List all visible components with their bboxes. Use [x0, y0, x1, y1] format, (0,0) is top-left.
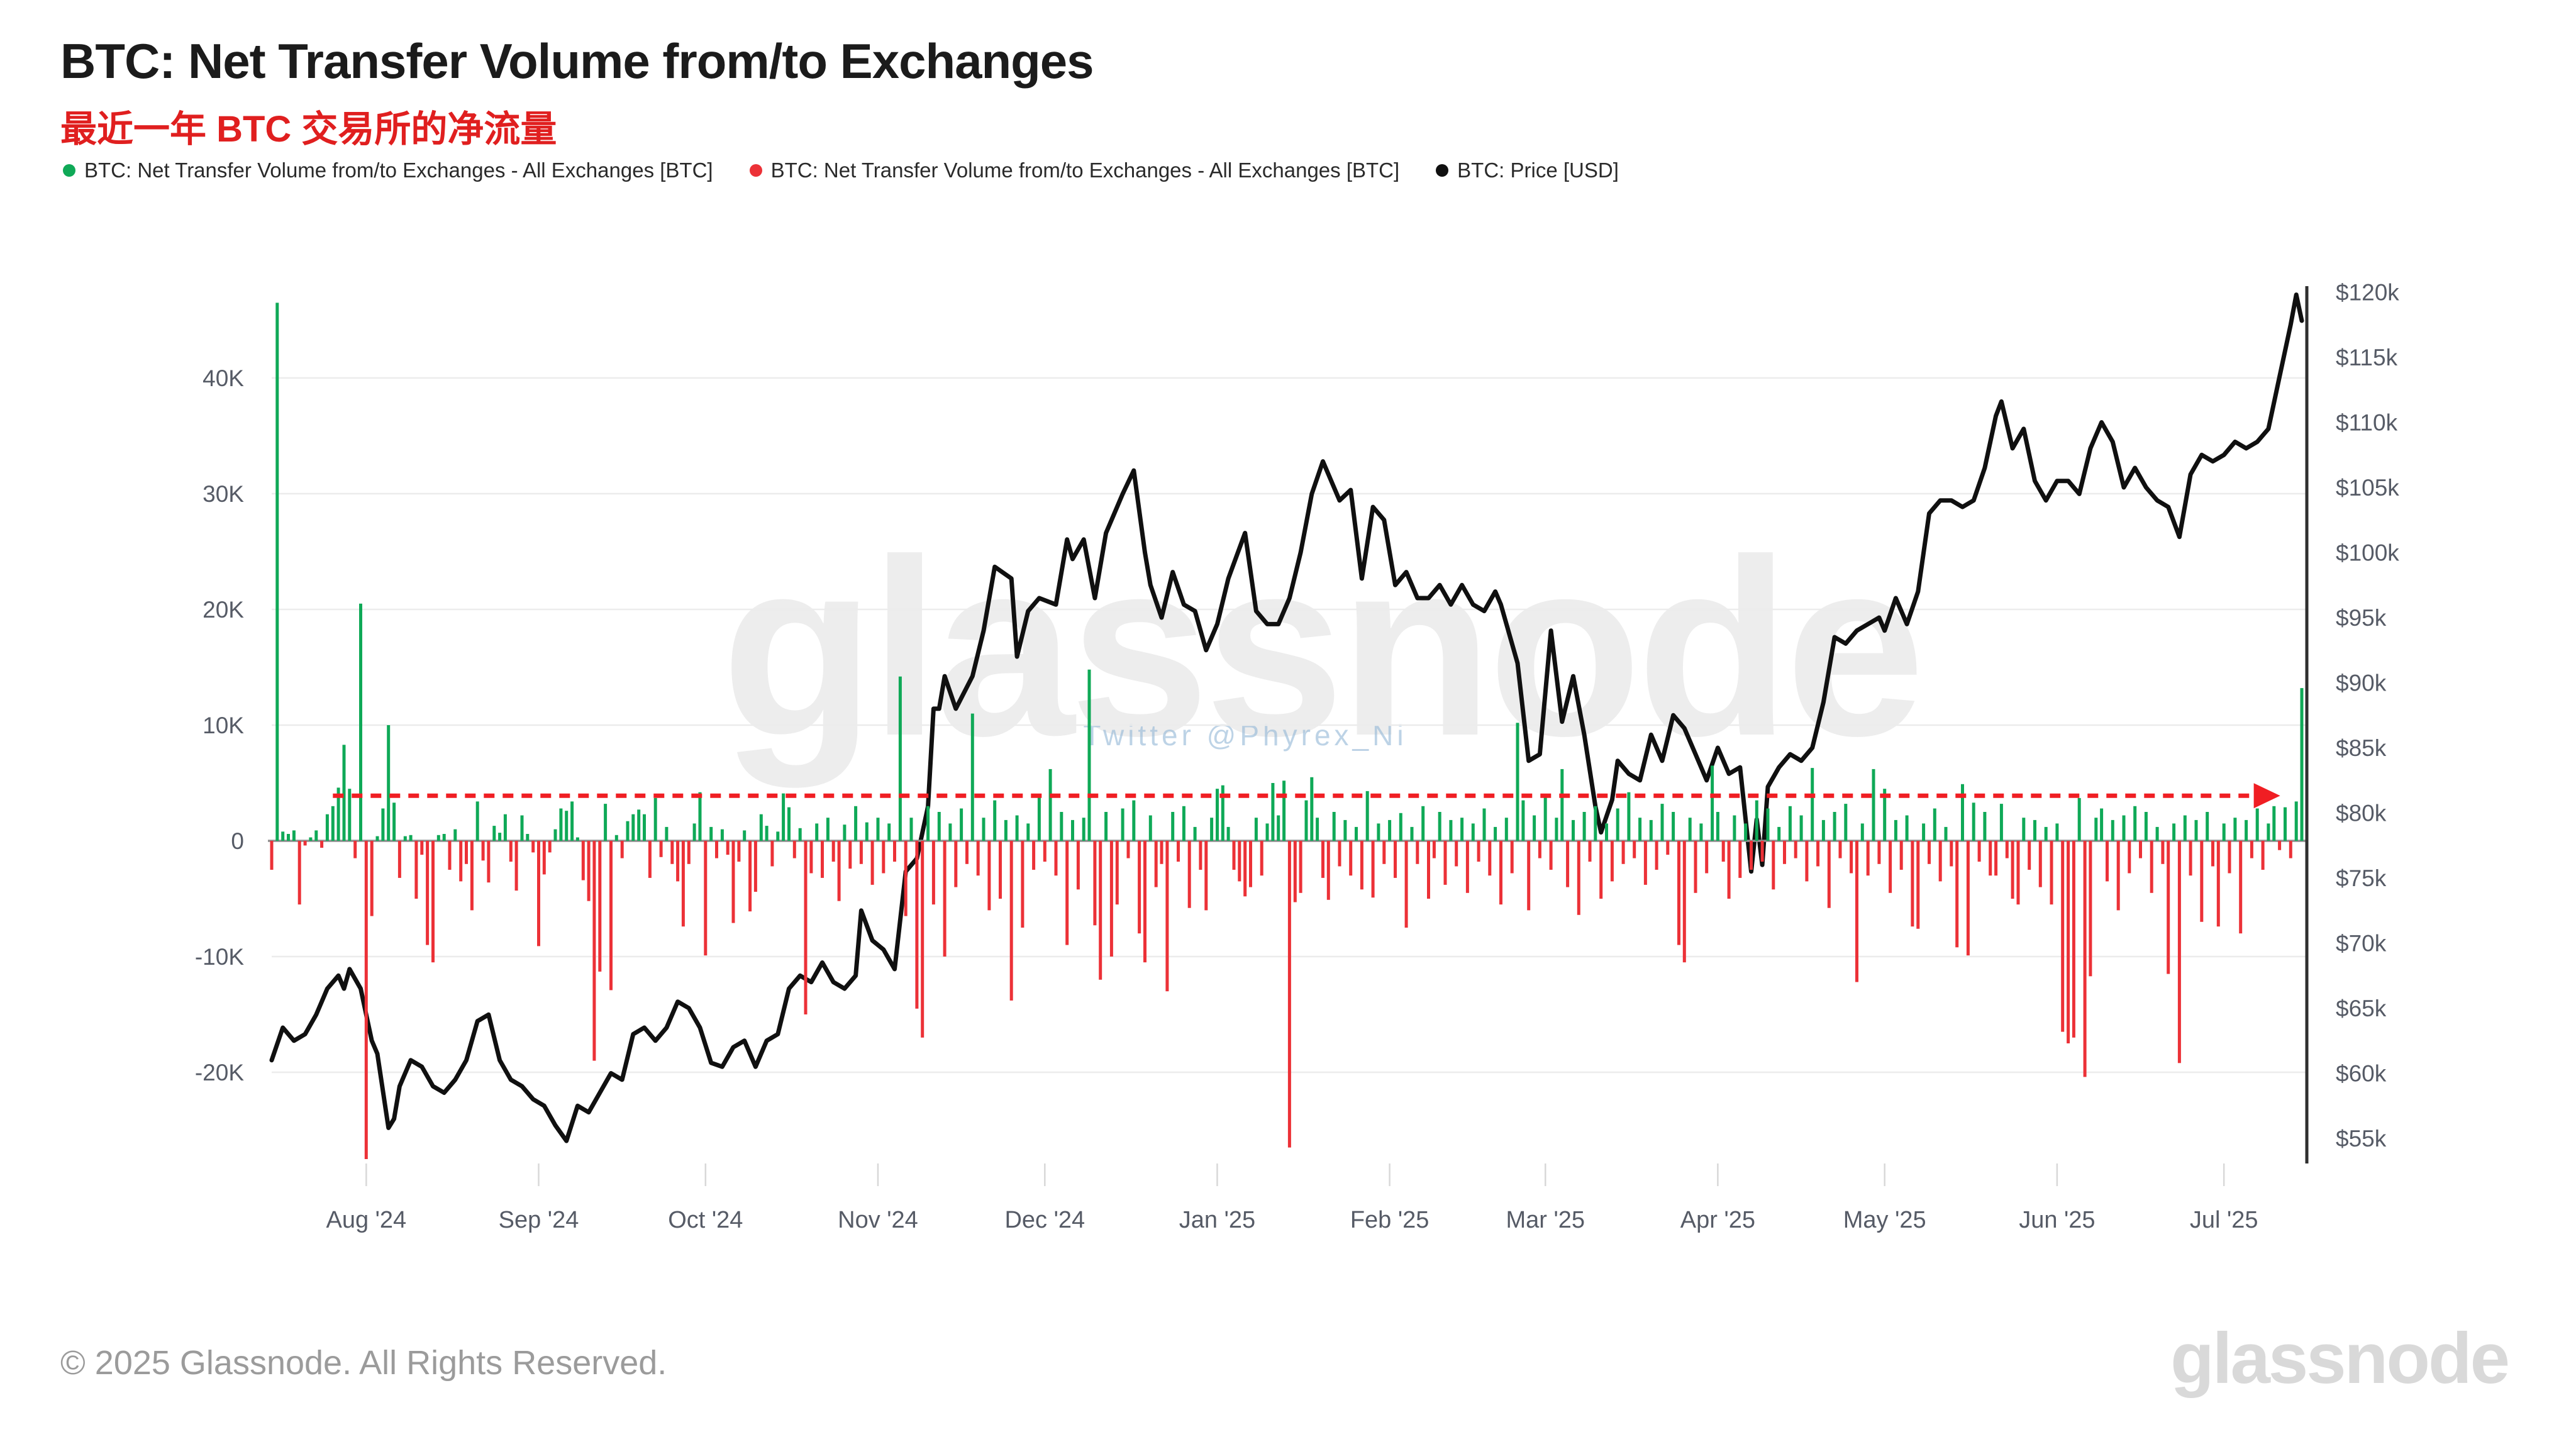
- svg-text:40K: 40K: [203, 365, 244, 391]
- glassnode-logo: glassnode: [2170, 1319, 2510, 1399]
- svg-text:Jul '25: Jul '25: [2190, 1207, 2258, 1233]
- svg-text:Nov '24: Nov '24: [838, 1207, 918, 1233]
- chart-legend: BTC: Net Transfer Volume from/to Exchang…: [63, 158, 1619, 182]
- svg-text:20K: 20K: [203, 597, 244, 623]
- svg-text:0: 0: [231, 828, 244, 854]
- svg-text:$75k: $75k: [2336, 865, 2387, 891]
- svg-text:$115k: $115k: [2336, 345, 2398, 370]
- svg-text:$80k: $80k: [2336, 801, 2387, 826]
- legend-dot-black-icon: [1436, 164, 1449, 177]
- svg-text:Feb '25: Feb '25: [1350, 1207, 1430, 1233]
- svg-text:$70k: $70k: [2336, 931, 2387, 957]
- twitter-watermark: Twitter @Phyrex_Ni: [1083, 719, 1407, 752]
- svg-text:Jan '25: Jan '25: [1179, 1207, 1255, 1233]
- svg-text:-10K: -10K: [195, 944, 244, 970]
- btc-price-line: [269, 292, 2304, 1143]
- glassnode-watermark: glassnode: [721, 507, 1925, 788]
- legend-item-netflow-negative: BTC: Net Transfer Volume from/to Exchang…: [749, 158, 1400, 182]
- svg-text:-20K: -20K: [195, 1060, 244, 1085]
- svg-text:May '25: May '25: [1843, 1207, 1926, 1233]
- svg-text:Apr '25: Apr '25: [1680, 1207, 1755, 1233]
- svg-text:30K: 30K: [203, 481, 244, 507]
- page-title: BTC: Net Transfer Volume from/to Exchang…: [60, 33, 1094, 89]
- legend-label: BTC: Net Transfer Volume from/to Exchang…: [770, 158, 1400, 182]
- legend-label: BTC: Net Transfer Volume from/to Exchang…: [84, 158, 713, 182]
- legend-item-netflow-positive: BTC: Net Transfer Volume from/to Exchang…: [63, 158, 713, 182]
- right-axis-labels: $120k $115k $110k $105k $100k $95k $90k $85k $80…: [2336, 280, 2399, 1152]
- svg-text:Mar '25: Mar '25: [1506, 1207, 1585, 1233]
- svg-text:$95k: $95k: [2336, 605, 2387, 631]
- copyright-text: © 2025 Glassnode. All Rights Reserved.: [60, 1344, 667, 1382]
- svg-text:Jun '25: Jun '25: [2019, 1207, 2095, 1233]
- legend-dot-green-icon: [63, 164, 75, 177]
- svg-text:Sep '24: Sep '24: [499, 1207, 579, 1233]
- svg-text:$110k: $110k: [2336, 410, 2398, 436]
- svg-text:$105k: $105k: [2336, 475, 2399, 501]
- legend-label: BTC: Price [USD]: [1457, 158, 1619, 182]
- svg-text:$55k: $55k: [2336, 1126, 2387, 1152]
- svg-text:$60k: $60k: [2336, 1061, 2387, 1087]
- netflow-bars: [270, 303, 2304, 1159]
- svg-text:$100k: $100k: [2336, 540, 2399, 566]
- legend-dot-red-icon: [749, 164, 762, 177]
- svg-text:$85k: $85k: [2336, 735, 2387, 761]
- left-axis-labels: 40K 30K 20K 10K 0 -10K -20K: [195, 365, 244, 1085]
- legend-item-price: BTC: Price [USD]: [1436, 158, 1619, 182]
- svg-text:Oct '24: Oct '24: [668, 1207, 743, 1233]
- page-subtitle-chinese: 最近一年 BTC 交易所的净流量: [60, 109, 557, 150]
- svg-text:Aug '24: Aug '24: [326, 1207, 406, 1233]
- svg-text:$65k: $65k: [2336, 996, 2387, 1021]
- svg-text:$90k: $90k: [2336, 670, 2387, 696]
- arrow-right-icon: [2253, 783, 2280, 809]
- svg-text:Dec '24: Dec '24: [1004, 1207, 1085, 1233]
- svg-text:$120k: $120k: [2336, 280, 2399, 306]
- svg-text:10K: 10K: [203, 713, 244, 738]
- x-axis-months: Aug '24 Sep '24 Oct '24 Nov '24 Dec '24 Jan '…: [326, 1163, 2258, 1233]
